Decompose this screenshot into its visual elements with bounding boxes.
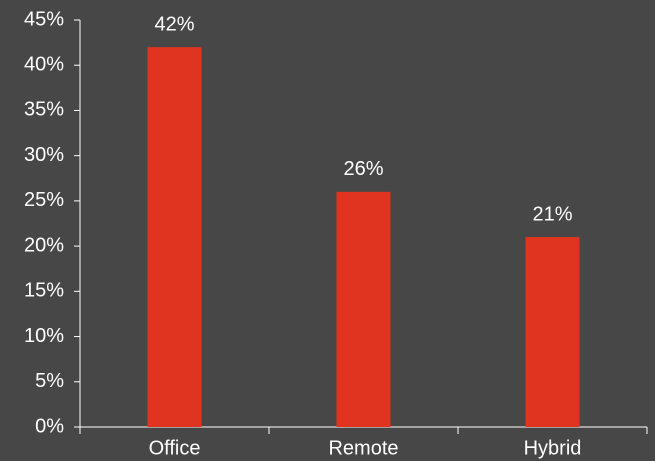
bar	[147, 47, 202, 428]
y-tick-label: 10%	[24, 325, 64, 347]
y-tick-label: 15%	[24, 280, 64, 302]
y-tick-label: 45%	[24, 8, 64, 30]
data-label: 26%	[343, 158, 383, 180]
y-tick-label: 35%	[24, 99, 64, 121]
x-tick-label: Remote	[328, 437, 398, 459]
y-tick-label: 25%	[24, 189, 64, 211]
y-tick-label: 20%	[24, 234, 64, 256]
bar	[336, 191, 391, 427]
y-tick-label: 30%	[24, 144, 64, 166]
x-tick-label: Hybrid	[524, 437, 582, 459]
bar	[525, 237, 580, 427]
data-label: 42%	[154, 13, 194, 35]
y-tick-label: 0%	[35, 415, 64, 437]
data-label: 21%	[532, 203, 572, 225]
y-tick-label: 40%	[24, 54, 64, 76]
x-tick-label: Office	[149, 437, 201, 459]
y-tick-label: 5%	[35, 370, 64, 392]
